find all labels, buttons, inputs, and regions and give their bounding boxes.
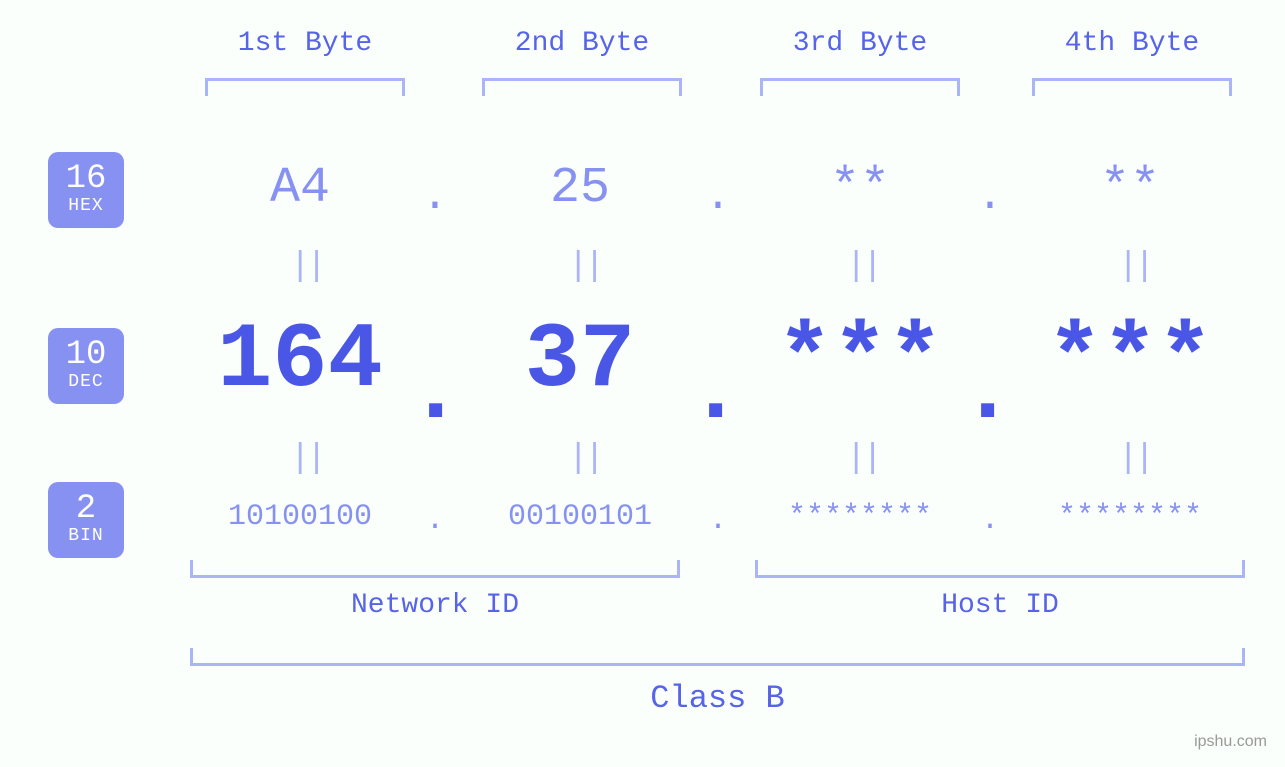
equals-hexdec-1: || xyxy=(290,248,323,286)
base-name-hex: HEX xyxy=(68,196,103,218)
watermark: ipshu.com xyxy=(1194,733,1267,751)
equals-decbin-2: || xyxy=(568,440,601,478)
dec-byte-1: 164 xyxy=(180,308,420,413)
byte-bracket-2 xyxy=(482,78,682,96)
base-num-bin: 2 xyxy=(76,492,96,526)
network-id-bracket xyxy=(190,560,680,578)
equals-decbin-4: || xyxy=(1118,440,1151,478)
class-bracket xyxy=(190,648,1245,666)
dec-byte-3: *** xyxy=(740,308,980,413)
equals-decbin-1: || xyxy=(290,440,323,478)
host-id-label: Host ID xyxy=(755,590,1245,621)
bin-byte-1: 10100100 xyxy=(180,500,420,534)
bin-sep-3: . xyxy=(970,504,1010,538)
ip-breakdown-diagram: { "layout": { "width": 1285, "height": 7… xyxy=(0,0,1285,767)
byte-header-3: 3rd Byte xyxy=(760,28,960,59)
bin-byte-2: 00100101 xyxy=(460,500,700,534)
dec-sep-1: . xyxy=(408,340,458,445)
dec-byte-2: 37 xyxy=(460,308,700,413)
base-num-hex: 16 xyxy=(66,162,107,196)
byte-bracket-1 xyxy=(205,78,405,96)
bin-sep-2: . xyxy=(698,504,738,538)
network-id-label: Network ID xyxy=(190,590,680,621)
equals-decbin-3: || xyxy=(846,440,879,478)
equals-hexdec-4: || xyxy=(1118,248,1151,286)
bin-byte-3: ******** xyxy=(740,500,980,534)
hex-byte-2: 25 xyxy=(460,160,700,217)
class-label: Class B xyxy=(190,680,1245,717)
byte-bracket-4 xyxy=(1032,78,1232,96)
dec-byte-4: *** xyxy=(1010,308,1250,413)
dec-sep-2: . xyxy=(688,340,738,445)
byte-header-1: 1st Byte xyxy=(205,28,405,59)
byte-header-4: 4th Byte xyxy=(1032,28,1232,59)
hex-sep-3: . xyxy=(970,172,1010,222)
base-badge-bin: 2 BIN xyxy=(48,482,124,558)
byte-header-2: 2nd Byte xyxy=(482,28,682,59)
byte-bracket-3 xyxy=(760,78,960,96)
hex-byte-1: A4 xyxy=(180,160,420,217)
dec-sep-3: . xyxy=(960,340,1010,445)
hex-byte-3: ** xyxy=(740,160,980,217)
base-badge-dec: 10 DEC xyxy=(48,328,124,404)
base-num-dec: 10 xyxy=(66,338,107,372)
equals-hexdec-2: || xyxy=(568,248,601,286)
hex-byte-4: ** xyxy=(1010,160,1250,217)
equals-hexdec-3: || xyxy=(846,248,879,286)
base-name-dec: DEC xyxy=(68,372,103,394)
bin-sep-1: . xyxy=(415,504,455,538)
host-id-bracket xyxy=(755,560,1245,578)
hex-sep-2: . xyxy=(698,172,738,222)
base-badge-hex: 16 HEX xyxy=(48,152,124,228)
hex-sep-1: . xyxy=(415,172,455,222)
bin-byte-4: ******** xyxy=(1010,500,1250,534)
base-name-bin: BIN xyxy=(68,526,103,548)
